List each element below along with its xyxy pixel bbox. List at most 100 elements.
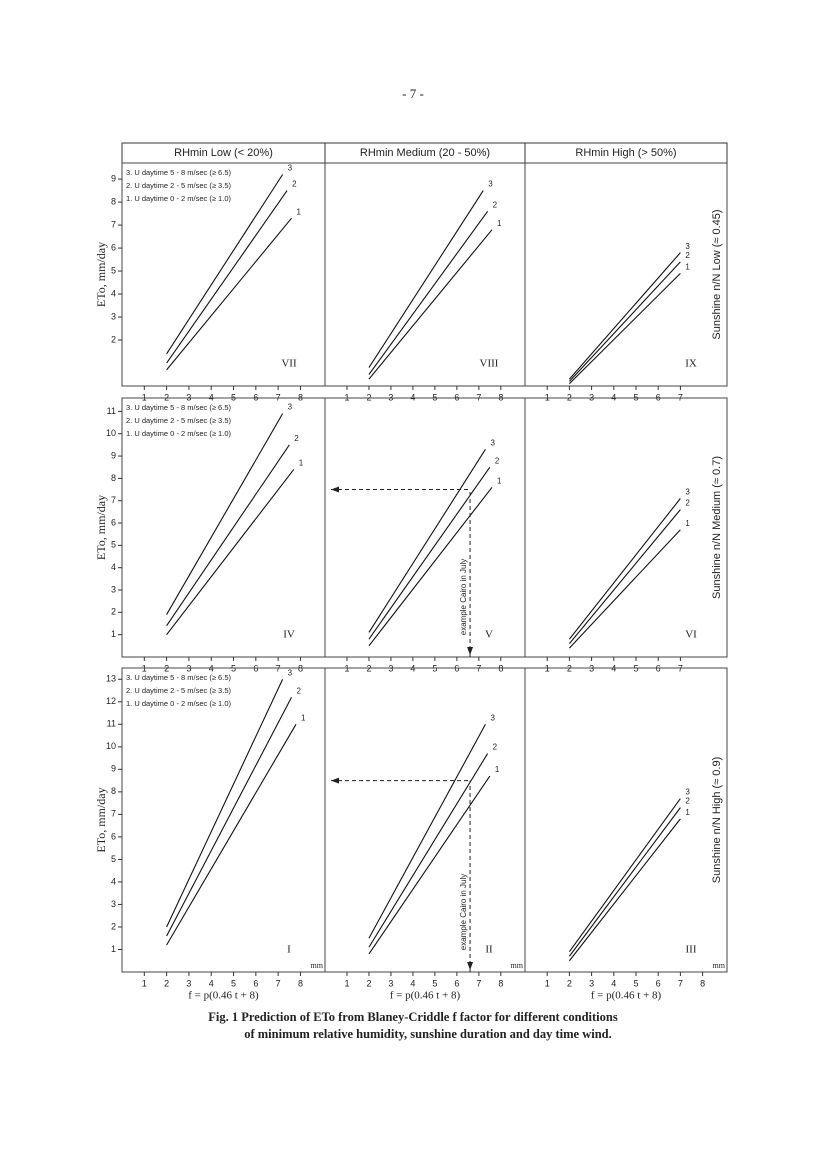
series-line: [368, 486, 493, 647]
x-unit: mm: [311, 961, 324, 970]
y-tick-label: 12: [106, 696, 116, 706]
x-tick-label: 2: [366, 392, 371, 402]
series-label: 3: [685, 488, 690, 497]
x-tick-label: 1: [344, 392, 349, 402]
series-label: 3: [685, 242, 690, 251]
series-label: 2: [495, 456, 500, 465]
series-label: 3: [288, 403, 293, 412]
x-unit: mm: [713, 961, 726, 970]
y-tick-label: 8: [111, 786, 116, 796]
legend-entry: 3. U daytime 5 - 8 m/sec (≥ 6.5): [126, 168, 231, 177]
y-tick-label: 3: [111, 584, 116, 594]
x-tick-label: 1: [545, 392, 550, 402]
series-label: 3: [488, 180, 493, 189]
y-tick-label: 6: [111, 517, 116, 527]
series-line: [368, 229, 493, 380]
x-tick-label: 3: [186, 978, 191, 988]
series-label: 1: [685, 519, 690, 528]
y-tick-label: 2: [111, 607, 116, 617]
series-line: [166, 469, 295, 636]
panel-number: VII: [281, 358, 297, 370]
legend-entry: 1. U daytime 0 - 2 m/sec (≥ 1.0): [126, 699, 231, 708]
x-tick-label: 7: [276, 392, 281, 402]
y-tick-label: 8: [111, 473, 116, 483]
y-tick-label: 10: [106, 428, 116, 438]
series-label: 2: [297, 686, 302, 695]
panel-number: III: [686, 944, 697, 956]
x-tick-label: 3: [388, 392, 393, 402]
series-label: 2: [685, 499, 690, 508]
series-line: [368, 449, 486, 633]
series-line: [568, 807, 681, 957]
legend-entry: 3. U daytime 5 - 8 m/sec (≥ 6.5): [126, 673, 231, 682]
series-label: 1: [497, 476, 502, 485]
y-tick-label: 11: [107, 719, 116, 729]
series-line: [166, 679, 284, 928]
caption: Fig. 1 Prediction of ETo from Blaney-Cri…: [208, 1010, 618, 1024]
y-axis-label: ETo, mm/day: [94, 495, 108, 560]
y-tick-label: 6: [111, 242, 116, 252]
y-tick-label: 2: [111, 334, 116, 344]
x-axis-label: f = p(0.46 t + 8): [188, 990, 259, 1002]
series-label: 1: [685, 808, 690, 817]
y-axis-label: ETo, mm/day: [94, 242, 108, 307]
y-tick-label: 7: [111, 219, 116, 229]
row-label: Sunshine n/N High (≈ 0.9): [711, 757, 723, 884]
series-label: 1: [297, 207, 302, 216]
x-tick-label: 4: [410, 978, 415, 988]
legend-entry: 1. U daytime 0 - 2 m/sec (≥ 1.0): [126, 429, 231, 438]
column-header: RHmin High (> 50%): [575, 147, 676, 159]
x-tick-label: 2: [567, 978, 572, 988]
series-line: [166, 217, 292, 371]
series-line: [568, 798, 681, 953]
series-label: 1: [497, 219, 502, 228]
y-tick-label: 11: [107, 406, 116, 416]
y-tick-label: 1: [111, 629, 116, 639]
series-label: 1: [495, 765, 500, 774]
x-tick-label: 7: [476, 978, 481, 988]
x-axis-label: f = p(0.46 t + 8): [591, 990, 662, 1002]
x-unit: mm: [511, 961, 524, 970]
x-tick-label: 6: [656, 392, 661, 402]
y-tick-label: 13: [106, 674, 116, 684]
x-tick-label: 2: [567, 392, 572, 402]
panel-number: VIII: [480, 358, 499, 370]
series-label: 3: [288, 668, 293, 677]
x-axis-label: f = p(0.46 t + 8): [390, 990, 461, 1002]
x-tick-label: 5: [231, 392, 236, 402]
x-tick-label: 7: [678, 392, 683, 402]
x-tick-label: 2: [366, 978, 371, 988]
series-line: [568, 529, 681, 649]
panel-number: II: [485, 944, 493, 956]
x-tick-label: 1: [545, 978, 550, 988]
x-tick-label: 5: [633, 978, 638, 988]
legend-entry: 2. U daytime 2 - 5 m/sec (≥ 3.5): [126, 416, 231, 425]
y-tick-label: 3: [111, 899, 116, 909]
x-tick-label: 8: [498, 392, 503, 402]
x-tick-label: 6: [656, 978, 661, 988]
y-tick-label: 9: [111, 173, 116, 183]
panel-frame: [524, 667, 728, 973]
x-tick-label: 6: [253, 978, 258, 988]
x-tick-label: 3: [589, 392, 594, 402]
y-tick-label: 1: [111, 944, 116, 954]
x-tick-label: 8: [700, 978, 705, 988]
panel-frame: [324, 397, 526, 658]
panel-frame: [324, 162, 526, 387]
column-header: RHmin Low (< 20%): [174, 147, 273, 159]
example-arrow: [331, 486, 474, 655]
series-label: 3: [288, 164, 293, 173]
series-label: 3: [490, 438, 495, 447]
series-label: 2: [292, 180, 297, 189]
legend-entry: 3. U daytime 5 - 8 m/sec (≥ 6.5): [126, 403, 231, 412]
x-tick-label: 4: [209, 392, 214, 402]
series-line: [568, 252, 681, 380]
series-line: [568, 818, 681, 962]
x-tick-label: 4: [209, 978, 214, 988]
series-label: 2: [493, 743, 498, 752]
x-tick-label: 8: [298, 978, 303, 988]
series-label: 2: [493, 200, 498, 209]
panel-number: IX: [685, 358, 697, 370]
series-line: [166, 174, 284, 355]
